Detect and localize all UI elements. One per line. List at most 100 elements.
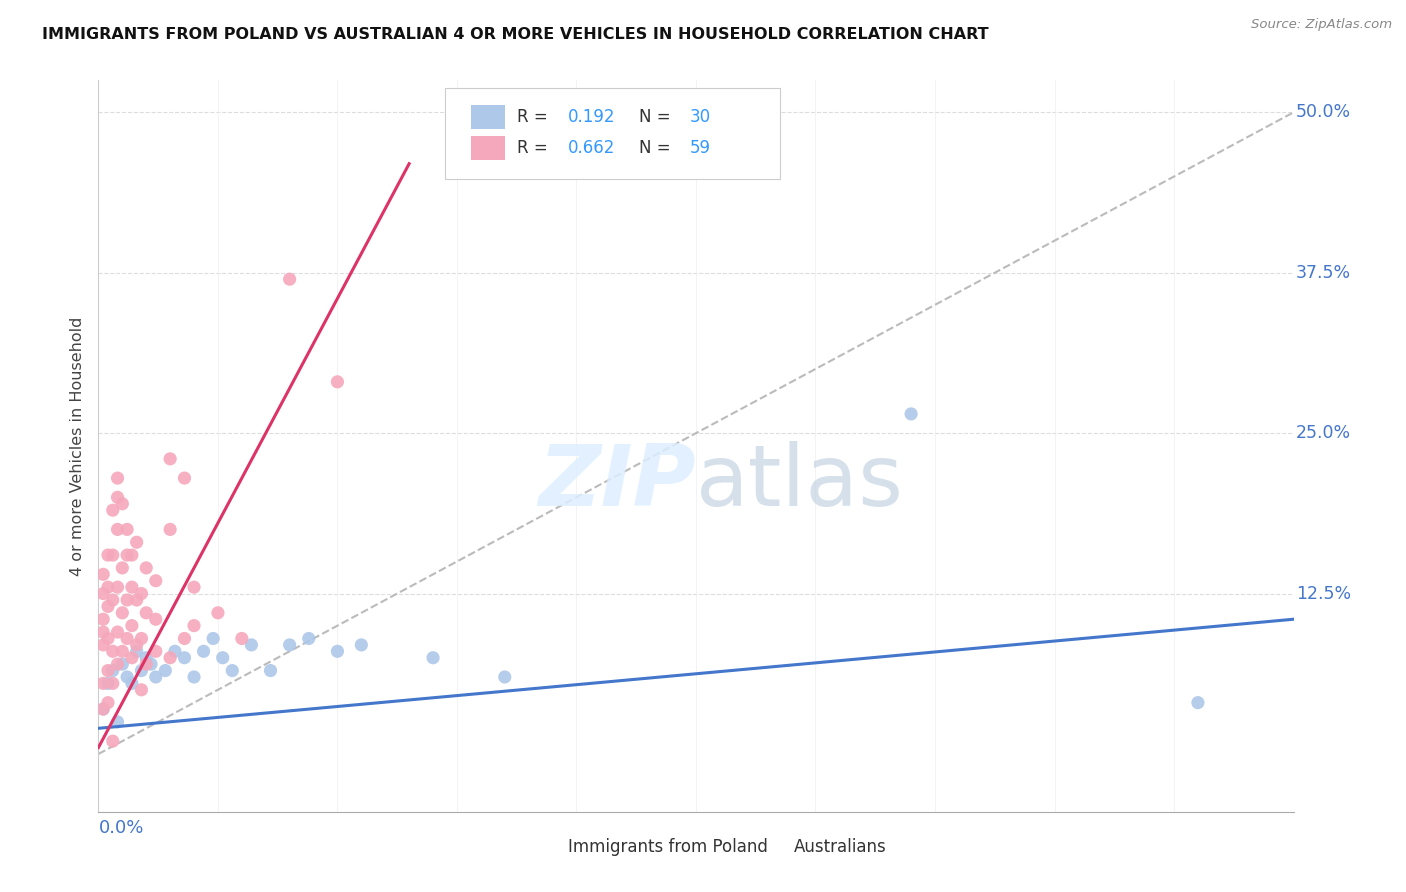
Point bbox=[131, 632, 153, 646]
Text: 0.662: 0.662 bbox=[568, 138, 616, 157]
Point bbox=[97, 632, 120, 646]
FancyBboxPatch shape bbox=[444, 87, 779, 179]
Point bbox=[107, 491, 129, 505]
Point bbox=[1187, 696, 1209, 710]
Point bbox=[326, 375, 349, 389]
Text: IMMIGRANTS FROM POLAND VS AUSTRALIAN 4 OR MORE VEHICLES IN HOUSEHOLD CORRELATION: IMMIGRANTS FROM POLAND VS AUSTRALIAN 4 O… bbox=[42, 27, 988, 42]
Point bbox=[115, 593, 138, 607]
Point bbox=[97, 676, 120, 690]
Point bbox=[115, 670, 138, 684]
Point bbox=[97, 696, 120, 710]
Point bbox=[422, 650, 444, 665]
Point bbox=[298, 632, 321, 646]
Point bbox=[278, 638, 301, 652]
Point bbox=[121, 618, 143, 632]
Point bbox=[240, 638, 263, 652]
Point bbox=[101, 593, 124, 607]
Text: Immigrants from Poland: Immigrants from Poland bbox=[568, 838, 768, 855]
Text: R =: R = bbox=[517, 108, 553, 126]
Text: 0.192: 0.192 bbox=[568, 108, 616, 126]
Point bbox=[135, 650, 157, 665]
Point bbox=[91, 702, 114, 716]
Point bbox=[111, 497, 134, 511]
Point bbox=[121, 580, 143, 594]
Point bbox=[101, 664, 124, 678]
Point bbox=[101, 644, 124, 658]
Point bbox=[135, 657, 157, 672]
Point bbox=[131, 664, 153, 678]
Point bbox=[111, 561, 134, 575]
Point bbox=[111, 644, 134, 658]
Point bbox=[111, 606, 134, 620]
Point bbox=[183, 670, 205, 684]
Text: 12.5%: 12.5% bbox=[1296, 584, 1351, 603]
Text: N =: N = bbox=[638, 138, 675, 157]
Point bbox=[159, 650, 181, 665]
Point bbox=[259, 664, 281, 678]
Point bbox=[107, 625, 129, 640]
Bar bbox=[471, 105, 505, 129]
Point bbox=[900, 407, 922, 421]
Point bbox=[91, 586, 114, 600]
Point bbox=[221, 664, 243, 678]
Point bbox=[207, 606, 229, 620]
Text: R =: R = bbox=[517, 138, 553, 157]
Point bbox=[131, 682, 153, 697]
Point bbox=[231, 632, 253, 646]
Text: ZIP: ZIP bbox=[538, 441, 696, 524]
Point bbox=[91, 676, 114, 690]
Point bbox=[107, 523, 129, 537]
Point bbox=[91, 612, 114, 626]
Point bbox=[125, 644, 148, 658]
Point bbox=[173, 650, 195, 665]
Point bbox=[97, 599, 120, 614]
Text: 25.0%: 25.0% bbox=[1296, 425, 1351, 442]
Point bbox=[125, 535, 148, 549]
Point bbox=[111, 657, 134, 672]
Point bbox=[350, 638, 373, 652]
Point bbox=[211, 650, 233, 665]
Text: 30: 30 bbox=[690, 108, 711, 126]
Point bbox=[135, 561, 157, 575]
Text: Source: ZipAtlas.com: Source: ZipAtlas.com bbox=[1251, 18, 1392, 31]
Point bbox=[121, 676, 143, 690]
Bar bbox=[523, 838, 557, 855]
Point bbox=[131, 586, 153, 600]
Point bbox=[101, 676, 124, 690]
Point bbox=[107, 714, 129, 729]
Point bbox=[107, 657, 129, 672]
Point bbox=[97, 548, 120, 562]
Point bbox=[101, 503, 124, 517]
Text: Australians: Australians bbox=[794, 838, 887, 855]
Point bbox=[125, 638, 148, 652]
Point bbox=[145, 612, 167, 626]
Point bbox=[494, 670, 516, 684]
Point bbox=[97, 580, 120, 594]
Point bbox=[145, 670, 167, 684]
Point bbox=[145, 644, 167, 658]
Point bbox=[183, 618, 205, 632]
Point bbox=[107, 471, 129, 485]
Point bbox=[173, 471, 195, 485]
Point bbox=[159, 523, 181, 537]
Point bbox=[115, 523, 138, 537]
Point bbox=[326, 644, 349, 658]
Point bbox=[121, 548, 143, 562]
Point bbox=[145, 574, 167, 588]
Point bbox=[183, 580, 205, 594]
Point bbox=[101, 734, 124, 748]
Point bbox=[91, 702, 114, 716]
Point bbox=[115, 548, 138, 562]
Y-axis label: 4 or more Vehicles in Household: 4 or more Vehicles in Household bbox=[70, 317, 86, 575]
Point bbox=[135, 606, 157, 620]
Bar bbox=[749, 838, 783, 855]
Point bbox=[121, 650, 143, 665]
Point bbox=[101, 548, 124, 562]
Point bbox=[163, 644, 186, 658]
Text: 0.0%: 0.0% bbox=[98, 819, 143, 837]
Text: 37.5%: 37.5% bbox=[1296, 264, 1351, 282]
Point bbox=[173, 632, 195, 646]
Point bbox=[202, 632, 225, 646]
Point bbox=[193, 644, 215, 658]
Point bbox=[159, 451, 181, 466]
